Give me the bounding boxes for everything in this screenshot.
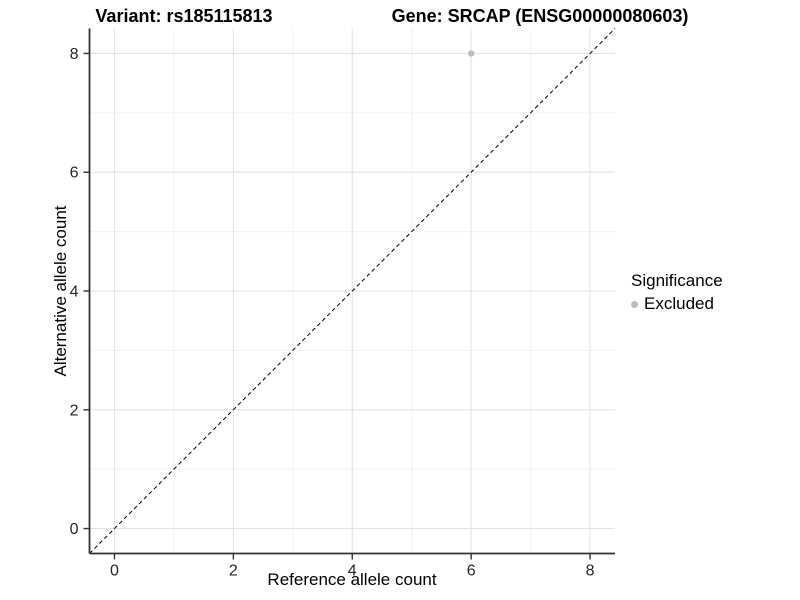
identity-dashed-line [89,28,616,554]
x-tick-label: 2 [229,563,238,580]
x-tick-label: 4 [348,563,357,580]
legend: Significance Excluded [631,271,723,314]
gene-title: Gene: SRCAP (ENSG00000080603) [391,6,689,26]
data-point [467,50,475,57]
y-tick-label: 0 [70,521,79,538]
excluded-point-icon [631,300,638,308]
y-axis-title: Alternative allele count [51,205,70,377]
x-axis-title: Reference allele count [267,570,437,589]
y-tick-label: 6 [70,165,79,182]
legend-title: Significance [631,271,723,290]
x-tick-label: 8 [586,563,595,580]
variant-title: Variant: rs185115813 [95,6,273,26]
x-tick-label: 6 [467,563,476,580]
y-tick-label: 8 [70,46,79,63]
x-tick-label: 0 [110,563,119,580]
legend-item-excluded: Excluded [631,294,723,314]
y-tick-label: 4 [70,284,79,301]
y-tick-label: 2 [70,402,79,419]
legend-item-label: Excluded [644,294,714,313]
